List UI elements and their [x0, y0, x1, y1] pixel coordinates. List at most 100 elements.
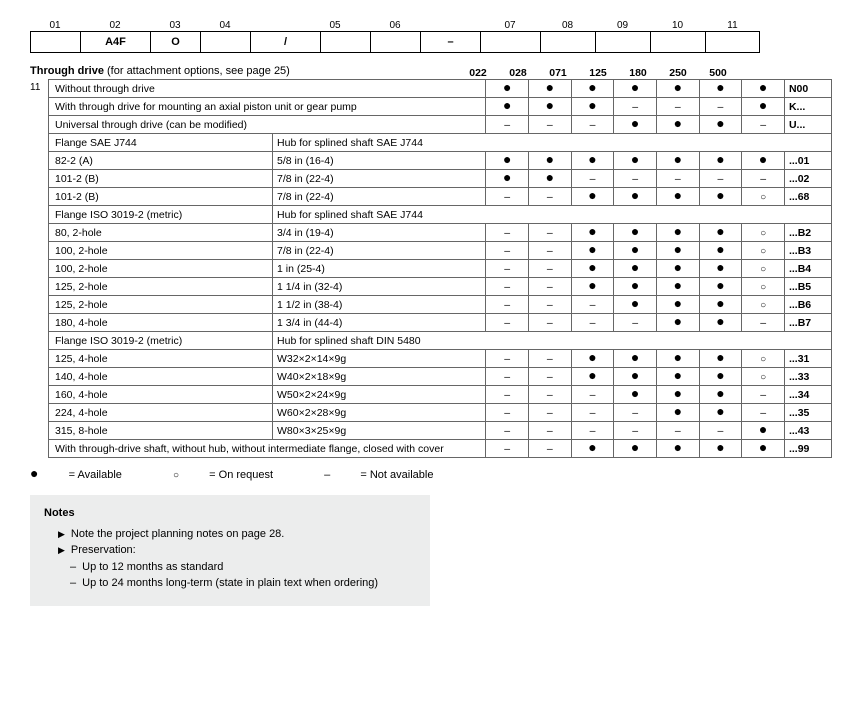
- size-column-header: 180: [618, 67, 658, 79]
- type-code-col-label: 01: [30, 20, 80, 31]
- order-code: K...: [784, 98, 831, 116]
- availability-mark: –: [486, 116, 529, 134]
- flange-header: Flange ISO 3019-2 (metric): [49, 206, 273, 224]
- type-code-col-label: 08: [540, 20, 595, 31]
- availability-mark: ○: [742, 296, 785, 314]
- availability-mark: –: [742, 170, 785, 188]
- availability-mark: ●: [614, 350, 657, 368]
- order-code: ...99: [784, 440, 831, 458]
- availability-mark: ●: [742, 422, 785, 440]
- table-row: 100, 2-hole1 in (25-4)––●●●●○...B4: [49, 260, 832, 278]
- availability-mark: –: [529, 116, 572, 134]
- size-column-header: 028: [498, 67, 538, 79]
- table-row: 125, 4-holeW32×2×14×9g––●●●●○...31: [49, 350, 832, 368]
- availability-mark: –: [486, 386, 529, 404]
- table-row: 315, 8-holeW80×3×25×9g––––––●...43: [49, 422, 832, 440]
- availability-mark: ●: [656, 278, 699, 296]
- row-desc2: W32×2×14×9g: [273, 350, 486, 368]
- table-row: Flange ISO 3019-2 (metric)Hub for spline…: [49, 206, 832, 224]
- type-code-col-label: 09: [595, 20, 650, 31]
- availability-mark: –: [529, 368, 572, 386]
- availability-mark: –: [529, 224, 572, 242]
- type-code-box: [650, 31, 705, 53]
- availability-mark: –: [571, 422, 614, 440]
- availability-mark: ●: [571, 98, 614, 116]
- order-code: ...B4: [784, 260, 831, 278]
- row-desc2: 3/4 in (19-4): [273, 224, 486, 242]
- availability-mark: –: [614, 314, 657, 332]
- table-row: 100, 2-hole7/8 in (22-4)––●●●●○...B3: [49, 242, 832, 260]
- type-code-box: [370, 31, 420, 53]
- availability-mark: –: [486, 242, 529, 260]
- availability-mark: –: [486, 278, 529, 296]
- table-row: 80, 2-hole3/4 in (19-4)––●●●●○...B2: [49, 224, 832, 242]
- availability-mark: ●: [614, 224, 657, 242]
- availability-mark: ●: [742, 80, 785, 98]
- row-index-label: 11: [30, 79, 48, 93]
- row-desc1: 100, 2-hole: [49, 260, 273, 278]
- row-desc2: 7/8 in (22-4): [273, 242, 486, 260]
- row-desc2: W60×2×28×9g: [273, 404, 486, 422]
- availability-mark: ●: [699, 440, 742, 458]
- type-code-col-label: 10: [650, 20, 705, 31]
- through-drive-table: Without through drive●●●●●●●N00 With thro…: [48, 79, 832, 458]
- row-desc1: 100, 2-hole: [49, 242, 273, 260]
- note-sub-item: Up to 12 months as standard: [70, 559, 416, 576]
- type-code-box: [705, 31, 760, 53]
- availability-mark: ●: [614, 260, 657, 278]
- note-item: Note the project planning notes on page …: [58, 526, 416, 543]
- availability-mark: ●: [656, 80, 699, 98]
- availability-mark: ●: [571, 278, 614, 296]
- availability-mark: ●: [486, 80, 529, 98]
- row-desc1: 140, 4-hole: [49, 368, 273, 386]
- order-code: ...B6: [784, 296, 831, 314]
- availability-mark: ●: [699, 404, 742, 422]
- availability-mark: ●: [699, 296, 742, 314]
- availability-mark: –: [486, 260, 529, 278]
- table-row: 82-2 (A)5/8 in (16-4)●●●●●●●...01: [49, 152, 832, 170]
- row-desc1: 224, 4-hole: [49, 404, 273, 422]
- availability-mark: –: [486, 404, 529, 422]
- availability-mark: ○: [742, 350, 785, 368]
- availability-mark: ●: [742, 98, 785, 116]
- type-code-col-label: [250, 20, 300, 31]
- row-desc2: 1 3/4 in (44-4): [273, 314, 486, 332]
- type-code-col-label: 03: [150, 20, 200, 31]
- row-desc2: W80×3×25×9g: [273, 422, 486, 440]
- table-row: Without through drive●●●●●●●N00: [49, 80, 832, 98]
- table-row: With through-drive shaft, without hub, w…: [49, 440, 832, 458]
- availability-mark: ●: [614, 242, 657, 260]
- availability-mark: –: [486, 440, 529, 458]
- table-row: Universal through drive (can be modified…: [49, 116, 832, 134]
- availability-mark: ●: [699, 188, 742, 206]
- availability-mark: –: [614, 422, 657, 440]
- availability-mark: ●: [571, 242, 614, 260]
- order-code: ...68: [784, 188, 831, 206]
- availability-mark: –: [571, 404, 614, 422]
- row-desc2: W40×2×18×9g: [273, 368, 486, 386]
- availability-mark: ●: [571, 368, 614, 386]
- availability-mark: –: [742, 314, 785, 332]
- row-desc1: 180, 4-hole: [49, 314, 273, 332]
- availability-mark: –: [614, 404, 657, 422]
- availability-mark: ●: [529, 98, 572, 116]
- availability-mark: –: [529, 188, 572, 206]
- order-code: ...02: [784, 170, 831, 188]
- type-code-col-label: 05: [300, 20, 370, 31]
- hub-header: Hub for splined shaft SAE J744: [273, 206, 832, 224]
- availability-mark: ●: [699, 314, 742, 332]
- availability-mark: ●: [614, 296, 657, 314]
- availability-mark: ●: [614, 188, 657, 206]
- availability-mark: ●: [656, 116, 699, 134]
- legend-not-available: = Not available: [360, 469, 433, 481]
- availability-mark: ○: [742, 224, 785, 242]
- availability-mark: ●: [656, 386, 699, 404]
- availability-mark: ●: [486, 170, 529, 188]
- availability-mark: ●: [571, 440, 614, 458]
- size-column-header: 500: [698, 67, 738, 79]
- availability-mark: ●: [656, 224, 699, 242]
- availability-mark: –: [529, 296, 572, 314]
- order-code: ...33: [784, 368, 831, 386]
- availability-mark: ●: [699, 80, 742, 98]
- table-row: Flange SAE J744Hub for splined shaft SAE…: [49, 134, 832, 152]
